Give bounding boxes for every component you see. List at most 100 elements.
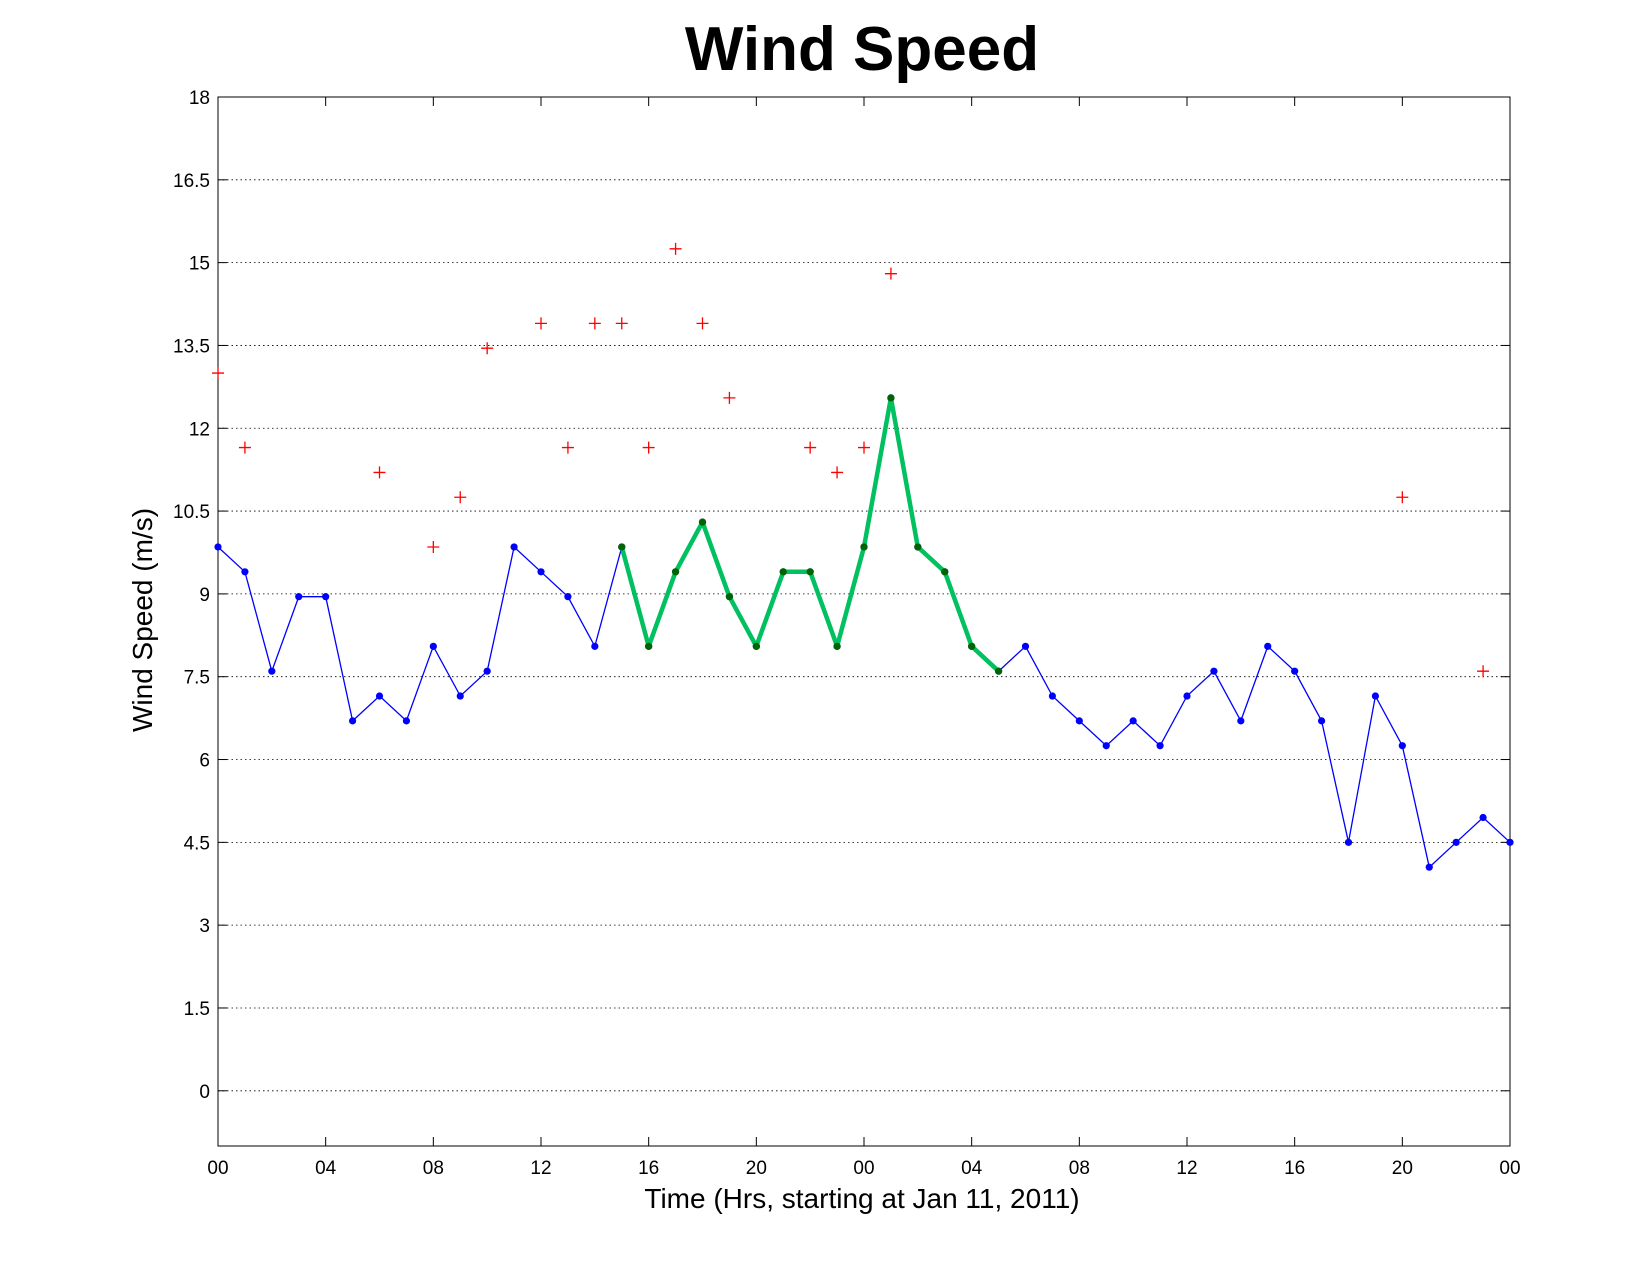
x-tick-label: 00 [853,1158,874,1179]
point-red-plus [212,367,224,380]
x-tick-label: 00 [207,1158,228,1179]
y-tick-label: 10.5 [173,502,210,523]
point-green [914,543,922,551]
point-green [725,593,734,601]
point-blue [1479,813,1487,822]
point-green [645,642,653,650]
point-red-plus [615,317,628,330]
gridlines [218,179,1510,1092]
point-red-plus [723,391,736,404]
point-red-plus [373,466,386,479]
point-blue [241,568,249,576]
point-blue [1506,838,1514,846]
point-blue [1129,717,1137,725]
point-blue [214,543,222,551]
x-tick-label: 00 [1499,1158,1520,1179]
point-blue [375,692,384,700]
point-blue [483,667,491,675]
x-tick-label: 16 [638,1158,659,1179]
point-green [671,568,680,576]
point-blue [1156,742,1164,750]
point-blue [295,593,303,601]
x-tick-label: 12 [530,1158,551,1179]
point-blue [348,717,357,725]
y-tick-label: 12 [189,419,210,440]
y-tick-label: 7.5 [184,668,210,689]
series-line-blue [217,397,1511,869]
point-blue [1344,838,1353,846]
point-green [779,568,787,576]
point-red-plus [642,441,655,454]
point-blue [1398,742,1406,750]
point-red-plus [588,317,601,330]
x-tick-label: 08 [1069,1158,1090,1179]
plot-frame [217,96,1511,1147]
y-tick-label: 13.5 [173,336,210,357]
point-blue [1102,742,1110,750]
point-blue [1371,692,1380,700]
point-blue [1183,692,1191,700]
point-red-plus [238,441,251,454]
x-tick-label: 16 [1284,1158,1305,1179]
y-tick-label: 15 [189,254,210,275]
point-blue [564,593,572,601]
x-tick-label: 08 [423,1158,444,1179]
point-blue [1075,717,1083,725]
point-blue [1317,717,1326,725]
y-tick-label: 1.5 [184,999,210,1020]
point-green [994,667,1003,675]
point-blue [1237,717,1245,725]
point-blue [1021,642,1030,650]
point-blue [1210,667,1218,675]
point-red-plus [858,441,870,454]
point-red-plus [804,441,817,454]
series-line-green [619,395,1001,673]
axes: 0 1.5 3 4.5 6 7.5 9 10.5 12 13.5 15 16.5 18 00 04 08 12 1… [173,88,1521,1179]
x-axis-label: Time (Hrs, starting at Jan 11, 2011) [644,1183,1079,1214]
point-green [968,642,976,650]
y-tick-label: 16.5 [173,171,210,192]
point-blue [402,717,411,725]
y-tick-label: 4.5 [184,833,210,854]
point-blue [268,667,276,675]
point-red-plus [1477,665,1490,678]
point-red-plus [831,466,844,479]
y-axis-label: Wind Speed (m/s) [127,508,158,732]
point-red-plus [1396,491,1409,504]
point-green [860,543,868,551]
point-blue [591,642,599,650]
point-green [887,394,895,402]
x-tick-label: 04 [961,1158,983,1179]
point-blue [1291,667,1299,675]
point-green [806,568,814,576]
x-tick-label: 12 [1176,1158,1197,1179]
y-tick-label: 0 [199,1082,210,1103]
point-red-plus [561,441,574,454]
point-blue [322,593,330,601]
point-blue [1425,863,1433,871]
series-layer [212,242,1514,871]
y-tick-label: 18 [189,88,210,109]
point-red-plus [696,317,709,330]
point-blue [510,543,518,551]
point-red-plus [454,491,467,504]
point-blue [1048,692,1057,700]
point-red-plus [535,317,547,330]
point-blue [456,692,464,700]
point-green [941,568,949,576]
point-red-plus [669,242,682,255]
point-red-plus [884,267,897,280]
point-blue [1264,642,1272,650]
point-red-plus [481,342,494,355]
x-tick-label: 04 [315,1158,337,1179]
y-tick-label: 9 [199,585,210,606]
y-tick-label: 3 [199,916,210,937]
point-red-plus [427,540,440,553]
point-blue [429,642,437,650]
point-blue [1452,838,1460,846]
x-tick-label: 20 [746,1158,767,1179]
point-green [833,642,841,650]
point-green [698,518,707,526]
point-green [752,642,760,650]
y-tick-label: 6 [199,751,210,772]
